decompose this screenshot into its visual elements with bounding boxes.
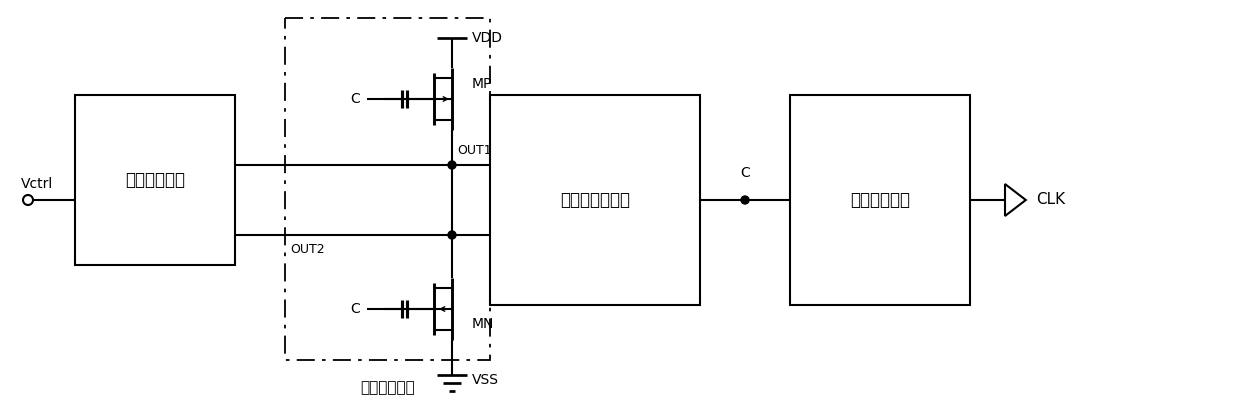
Bar <box>790 95 970 305</box>
Text: 电流产生单元: 电流产生单元 <box>125 171 185 189</box>
Text: 振荡与补偿单元: 振荡与补偿单元 <box>560 191 630 209</box>
Text: C: C <box>350 92 360 106</box>
Circle shape <box>448 161 456 169</box>
Circle shape <box>742 196 749 204</box>
Text: VSS: VSS <box>472 373 498 387</box>
Text: VDD: VDD <box>472 31 503 45</box>
Text: 输出缓冲单元: 输出缓冲单元 <box>849 191 910 209</box>
Text: C: C <box>740 166 750 180</box>
Bar <box>285 18 490 360</box>
Text: C: C <box>350 302 360 316</box>
Text: CLK: CLK <box>1035 192 1065 207</box>
Text: OUT2: OUT2 <box>290 243 325 256</box>
Text: MN: MN <box>472 318 495 332</box>
Bar <box>74 95 236 265</box>
Text: Vctrl: Vctrl <box>21 177 53 191</box>
Text: OUT1: OUT1 <box>458 144 491 157</box>
Text: 尖峰吸收单元: 尖峰吸收单元 <box>360 380 415 396</box>
Text: MP: MP <box>472 76 492 90</box>
Circle shape <box>448 231 456 239</box>
Bar <box>490 95 701 305</box>
